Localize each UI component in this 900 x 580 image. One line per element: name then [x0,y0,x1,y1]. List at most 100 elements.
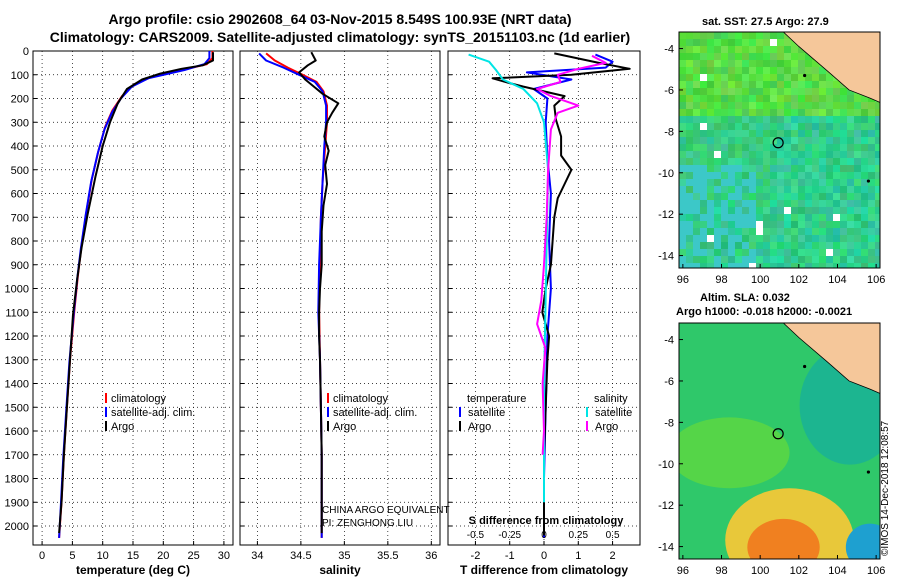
sst-cell [791,46,798,53]
sst-cell [840,172,847,179]
sst-cell [742,193,749,200]
map-x-tick-label: 106 [867,565,885,577]
sst-cell [770,32,777,39]
sst-cell [763,249,770,256]
sst-cell [826,221,833,228]
sst-cell [763,32,770,39]
sst-cell [812,165,819,172]
series-line-s-argo [536,54,607,455]
sst-cell [777,207,784,214]
sst-cell [735,256,742,263]
sst-cell [868,200,875,207]
sst-cell [707,235,714,242]
legend-label: satellite-adj. clim. [111,407,195,419]
sst-cell [798,123,805,130]
sst-cell [819,88,826,95]
sst-cell [735,242,742,249]
sst-cell [833,214,840,221]
sst-cell [700,186,707,193]
sst-cell [868,158,875,165]
sst-cell [770,235,777,242]
sst-cell [686,116,693,123]
sst-cell [763,116,770,123]
sst-cell [826,130,833,137]
sst-cell [749,53,756,60]
sst-cell [875,116,880,123]
sst-cell [819,137,826,144]
sst-cell [791,207,798,214]
sst-cell [791,228,798,235]
sst-cell [714,151,721,158]
sst-cell [714,193,721,200]
map-y-tick-label: -4 [664,44,674,56]
sst-cell [854,193,861,200]
sst-cell [721,53,728,60]
sst-cell [686,151,693,158]
sst-cell [763,193,770,200]
sst-cell [756,179,763,186]
sst-cell [798,116,805,123]
sst-cell [770,46,777,53]
sst-cell [735,200,742,207]
sst-cell [847,137,854,144]
sst-cell [868,228,875,235]
sst-cell [861,102,868,109]
sst-cell [826,242,833,249]
sst-cell [805,102,812,109]
sst-cell [693,193,700,200]
map-x-tick-label: 98 [715,274,727,286]
map-x-tick-label: 104 [828,274,846,286]
sst-cell [875,109,880,116]
x-tick-label: 36 [425,550,437,562]
sst-cell [693,130,700,137]
sst-cell [714,242,721,249]
sst-cell [707,165,714,172]
sst-cell [833,109,840,116]
sst-cell [700,256,707,263]
map-x-tick-label: 96 [677,565,689,577]
sst-cell [847,207,854,214]
sst-cell [679,53,686,60]
sla-anomaly-min [845,523,880,559]
map-x-tick-label: 96 [677,274,689,286]
sst-cell [679,186,686,193]
depth-tick-label: 700 [11,212,29,224]
sst-cell [784,214,791,221]
sst-cell [756,193,763,200]
sst-cell [826,109,833,116]
sst-cell [805,123,812,130]
sst-cell [742,242,749,249]
sst-cell [868,151,875,158]
sst-cell [735,88,742,95]
sst-cell [693,151,700,158]
sst-cell [805,144,812,151]
sst-cell [728,95,735,102]
sst-cell [791,67,798,74]
sst-cell [770,179,777,186]
sst-cell [700,32,707,39]
sst-cell [812,88,819,95]
sst-cell [735,193,742,200]
sst-cell [791,158,798,165]
sst-cell [784,207,791,214]
sst-cell [784,116,791,123]
sst-cell [763,256,770,263]
sst-cell [756,116,763,123]
sst-cell [819,67,826,74]
sst-cell [728,200,735,207]
imos-timestamp: ©IMOS 14-Dec-2018 12:08:57 [880,420,891,556]
sst-cell [693,249,700,256]
sst-cell [854,179,861,186]
sst-cell [861,221,868,228]
sst-cell [819,249,826,256]
depth-tick-label: 1300 [5,355,29,367]
sst-cell [777,221,784,228]
sst-cell [763,123,770,130]
sst-cell [798,158,805,165]
sst-cell [756,81,763,88]
sst-cell [833,242,840,249]
sst-cell [798,130,805,137]
sst-cell [707,123,714,130]
sst-cell [847,221,854,228]
sst-cell [826,172,833,179]
